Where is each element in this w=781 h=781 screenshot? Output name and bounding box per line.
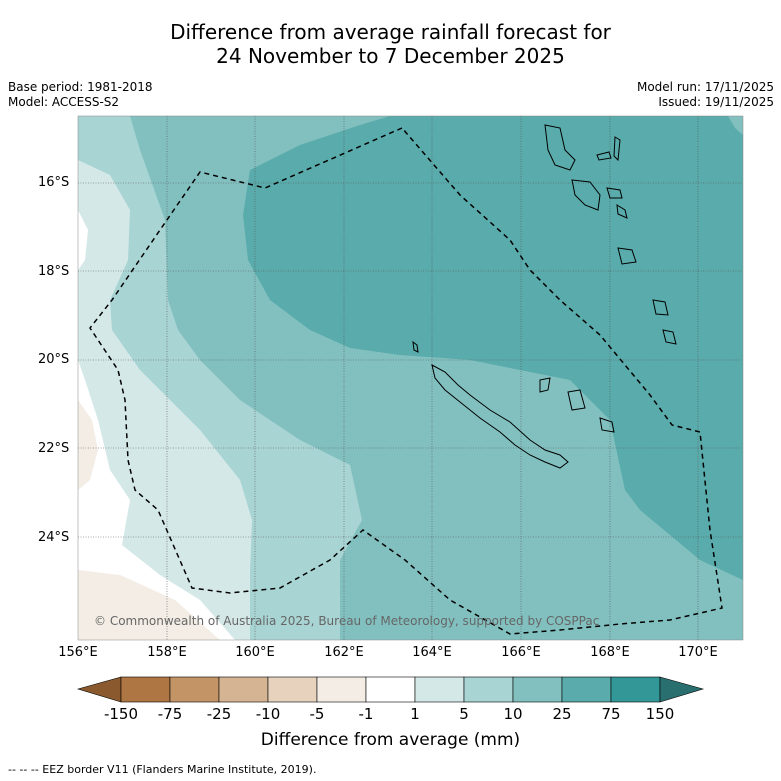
meta-right: Model run: 17/11/2025 Issued: 19/11/2025 <box>637 80 774 110</box>
colorbar <box>76 676 705 703</box>
lon-label-164e: 164°E <box>412 645 452 660</box>
eez-border <box>89 127 723 635</box>
colorbar-tick: 10 <box>503 705 523 723</box>
colorbar-extend-low <box>76 676 122 703</box>
colorbar-tick: 25 <box>552 705 572 723</box>
lat-label-22s: 22°S <box>38 441 70 456</box>
colorbar-title: Difference from average (mm) <box>260 730 521 750</box>
title-line-2: 24 November to 7 December 2025 <box>216 44 565 68</box>
band-neg1-1 <box>78 210 235 640</box>
colorbar-segment-5 <box>316 676 367 703</box>
colorbar-segment-1 <box>120 676 171 703</box>
colorbar-tick: 75 <box>601 705 621 723</box>
colorbar-tick: -5 <box>309 705 325 723</box>
vanuatu-erromango <box>652 299 669 316</box>
belep-islet <box>412 340 419 353</box>
colorbar-segment-6 <box>365 676 416 703</box>
copyright-notice: © Commonwealth of Australia 2025, Bureau… <box>94 614 600 628</box>
colorbar-segment-10 <box>561 676 612 703</box>
lat-label-18s: 18°S <box>38 264 70 279</box>
colorbar-tick: -150 <box>103 705 139 723</box>
colorbar-tick: -25 <box>206 705 232 723</box>
model-run: Model run: 17/11/2025 <box>636 80 774 94</box>
colorbar-segment-9 <box>512 676 563 703</box>
vanuatu-espiritu-santo <box>544 124 576 171</box>
eez-legend: -- -- -- EEZ border V11 (Flanders Marine… <box>8 763 317 776</box>
colorbar-extend-high <box>659 676 705 703</box>
vanuatu-efate <box>617 247 637 265</box>
colorbar-tick: 150 <box>645 705 675 723</box>
map-frame <box>77 115 744 641</box>
lon-label-158e: 158°E <box>147 645 187 660</box>
lon-label-162e: 162°E <box>324 645 364 660</box>
lat-label-24s: 24°S <box>38 530 70 545</box>
colorbar-tick: -10 <box>255 705 281 723</box>
colorbar-tick: 1 <box>410 705 420 723</box>
issued-date: Issued: 19/11/2025 <box>658 95 774 109</box>
band-10-25-top-right <box>728 116 743 135</box>
vanuatu-tanna <box>662 329 677 345</box>
lon-label-168e: 168°E <box>590 645 630 660</box>
colorbar-segment-2 <box>169 676 220 703</box>
lon-label-166e: 166°E <box>501 645 541 660</box>
colorbar-tick: -75 <box>157 705 183 723</box>
band-25-75 <box>243 116 743 580</box>
colorbar-tick: -1 <box>358 705 374 723</box>
lon-label-156e: 156°E <box>58 645 98 660</box>
new-caledonia-island <box>431 364 569 469</box>
lat-label-16s: 16°S <box>38 175 70 190</box>
colorbar-tick: 5 <box>459 705 469 723</box>
colorbar-segment-7 <box>414 676 465 703</box>
lon-label-160e: 160°E <box>235 645 275 660</box>
model-name: Model: ACCESS-S2 <box>8 95 120 109</box>
colorbar-segment-4 <box>267 676 318 703</box>
base-period: Base period: 1981-2018 <box>8 80 153 94</box>
lon-label-170e: 170°E <box>678 645 718 660</box>
map-title: Difference from average rainfall forecas… <box>0 20 781 68</box>
colorbar-segment-3 <box>218 676 269 703</box>
graticule <box>78 116 743 640</box>
title-line-1: Difference from average rainfall forecas… <box>170 20 611 44</box>
lat-label-20s: 20°S <box>38 352 70 367</box>
vanuatu-malakula <box>571 179 601 211</box>
band-neg5-neg1 <box>78 400 220 640</box>
colorbar-segment-8 <box>463 676 514 703</box>
vanuatu-northern-islands <box>596 136 628 219</box>
meta-left: Base period: 1981-2018 Model: ACCESS-S2 <box>8 80 153 110</box>
loyalty-islands <box>539 377 615 433</box>
rainfall-anomaly-field <box>78 116 743 640</box>
colorbar-segment-11 <box>610 676 661 703</box>
